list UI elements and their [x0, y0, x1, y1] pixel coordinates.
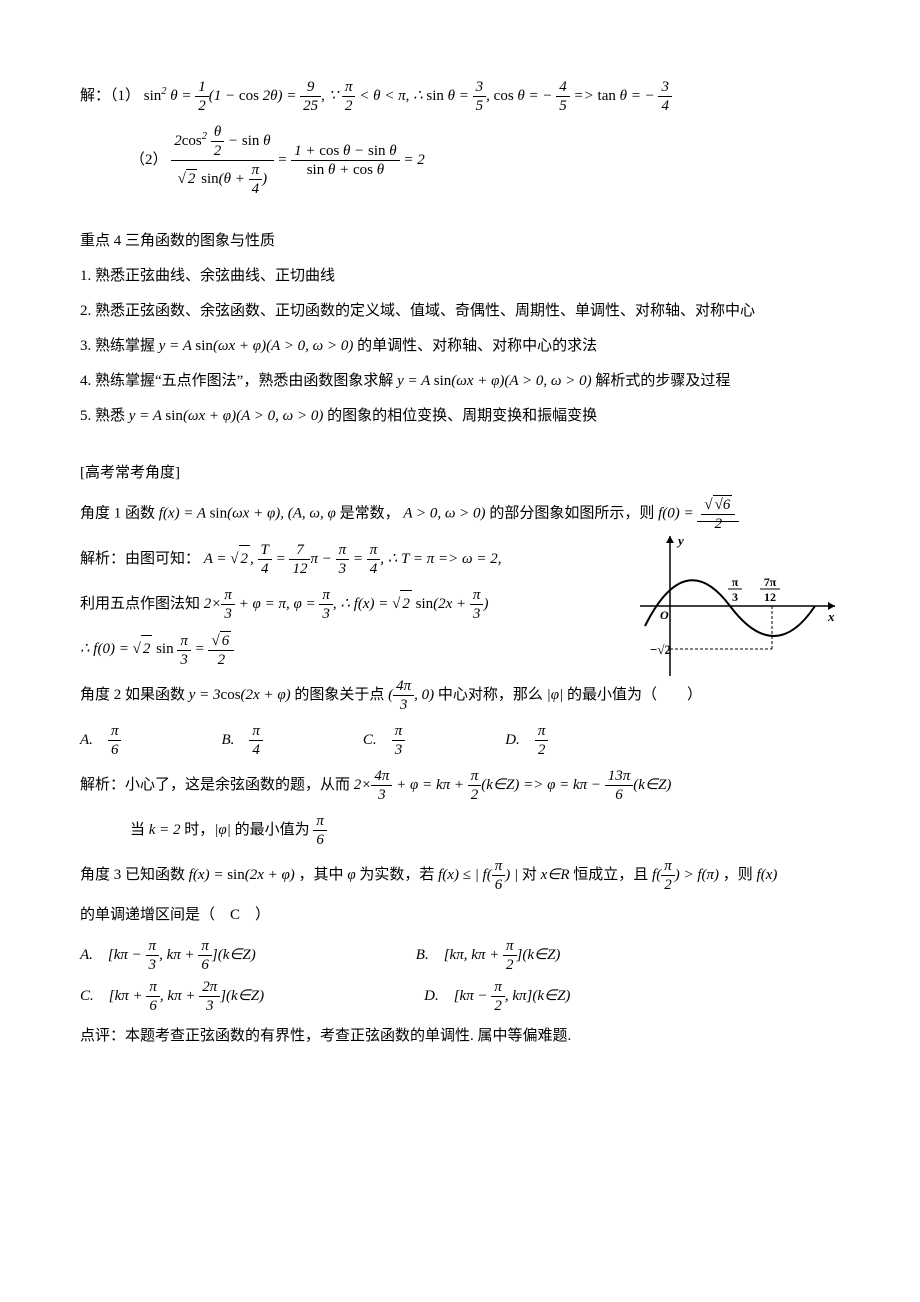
a1-math2: A > 0, ω > 0) [403, 505, 485, 521]
a2-a-label: A. [80, 732, 93, 748]
a3-choices-row2: C. [kπ + π6, kπ + 2π3](k∈Z) D. [kπ − π2,… [80, 978, 840, 1015]
p3-math: y = A sin(ωx + φ)(A > 0, ω > 0) [159, 338, 354, 354]
p5-post: 的图象的相位变换、周期变换和振幅变换 [327, 408, 597, 424]
p4-math: y = A sin(ωx + φ)(A > 0, ω > 0) [397, 373, 592, 389]
a2-sol-line2: 当 k = 2 时，|φ| 的最小值为 π6 [80, 812, 840, 849]
a3-math2: f(x) ≤ | f(π6) | [438, 867, 518, 883]
p4-pre: 4. 熟练掌握“五点作图法”，熟悉由函数图象求解 [80, 373, 397, 389]
a1-sol-math1: A = 2, T4 = 712π − π3 = π4, ∴ T = π => ω… [204, 551, 502, 567]
a1-sol-pre: 解析：由图可知： [80, 551, 200, 567]
point-4: 4. 熟练掌握“五点作图法”，熟悉由函数图象求解 y = A sin(ωx + … [80, 368, 840, 395]
sol1-prefix: 解：（1） [80, 88, 140, 104]
sol2-math: 2cos2 θ2 − sin θ 2 sin(θ + π4) = 1 + cos… [171, 152, 425, 168]
point-2: 2. 熟悉正弦函数、余弦函数、正切函数的定义域、值域、奇偶性、周期性、单调性、对… [80, 298, 840, 325]
a2-sol2-num: π [313, 812, 327, 831]
solution-2: （2） 2cos2 θ2 − sin θ 2 sin(θ + π4) = 1 +… [80, 123, 840, 198]
a3-mid3: ，则 [723, 867, 757, 883]
a2-sol2-pre: 当 [130, 822, 149, 838]
tick1-num: π [732, 575, 739, 589]
a1-ans-num: √6 [713, 495, 733, 514]
a2-point: (4π3, 0) [388, 687, 434, 703]
choice-c: C. π3 [363, 722, 405, 759]
a3-comment: 点评：本题考查正弦函数的有界性，考查正弦函数的单调性. 属中等偏难题. [80, 1023, 840, 1050]
a2-d-den: 2 [535, 741, 549, 759]
a1-mid: 是常数， [340, 505, 400, 521]
choice-d: D. [kπ − π2, kπ](k∈Z) [424, 978, 570, 1015]
a2-d-num: π [535, 722, 549, 741]
point-1: 1. 熟悉正弦曲线、余弦曲线、正切曲线 [80, 263, 840, 290]
a3-mid2: 对 x∈R 恒成立，且 [522, 867, 652, 883]
p3-pre: 3. 熟练掌握 [80, 338, 159, 354]
a2-b-num: π [249, 722, 263, 741]
x-axis-label: x [827, 609, 835, 624]
a2-math: y = 3cos(2x + φ) [189, 687, 291, 703]
a2-sol-pre: 解析：小心了，这是余弦函数的题，从而 [80, 777, 354, 793]
solution-1: 解：（1） sin2 θ = 12(1 − cos 2θ) = 925, ∵ π… [80, 78, 840, 115]
a3-choices-row1: A. [kπ − π3, kπ + π6](k∈Z) B. [kπ, kπ + … [80, 937, 840, 974]
a2-c-num: π [392, 722, 406, 741]
a2-pre: 角度 2 如果函数 [80, 687, 189, 703]
tick2-num: 7π [764, 575, 777, 589]
exam-heading: [高考常考角度] [80, 460, 840, 487]
a2-mid: 的图象关于点 [294, 687, 388, 703]
a2-c-den: 3 [392, 741, 406, 759]
a2-choices: A. π6 B. π4 C. π3 D. π2 [80, 722, 840, 759]
a1-answer: √6 2 [697, 505, 739, 522]
a2-c-label: C. [363, 732, 377, 748]
a3-mid1: ，其中 φ 为实数，若 [299, 867, 439, 883]
choice-a: A. [kπ − π3, kπ + π6](k∈Z) [80, 937, 256, 974]
a1-sol2-pre: 利用五点作图法知 [80, 596, 204, 612]
a2-post: 中心对称，那么 |φ| 的最小值为（ ） [438, 687, 702, 703]
choice-a: A. π6 [80, 722, 121, 759]
choice-b: B. π4 [221, 722, 262, 759]
min-label: −√2 [650, 642, 671, 657]
a1-sol2-math: 2×π3 + φ = π, φ = π3, ∴ f(x) = 2 sin(2x … [204, 596, 489, 612]
sol2-prefix: （2） [130, 152, 168, 168]
point-5: 5. 熟悉 y = A sin(ωx + φ)(A > 0, ω > 0) 的图… [80, 403, 840, 430]
a1-pre: 角度 1 函数 [80, 505, 159, 521]
a3-math4: f(x) [757, 867, 778, 883]
y-axis-label: y [676, 533, 684, 548]
sol1-math: sin2 θ = 12(1 − cos 2θ) = 925, ∵ π2 < θ … [144, 88, 672, 104]
p4-post: 解析式的步骤及过程 [595, 373, 730, 389]
a3-pre: 角度 3 已知函数 [80, 867, 189, 883]
choice-d: D. π2 [505, 722, 548, 759]
a3-math3: f(π2) > f(π) [652, 867, 719, 883]
angle-1-solution-block: 解析：由图可知： A = 2, T4 = 712π − π3 = π4, ∴ T… [80, 541, 840, 669]
heading-4: 重点 4 三角函数的图象与性质 [80, 228, 840, 255]
a2-sol-math: 2×4π3 + φ = kπ + π2(k∈Z) => φ = kπ − 13π… [354, 777, 672, 793]
a2-d-label: D. [505, 732, 520, 748]
a2-a-num: π [108, 722, 122, 741]
p5-pre: 5. 熟悉 [80, 408, 129, 424]
a1-post: 的部分图象如图所示，则 [489, 505, 658, 521]
a2-sol2-mid: 时，|φ| 的最小值为 [184, 822, 313, 838]
point-3: 3. 熟练掌握 y = A sin(ωx + φ)(A > 0, ω > 0) … [80, 333, 840, 360]
a2-b-label: B. [221, 732, 234, 748]
tick2-den: 12 [764, 590, 776, 604]
a3-math1: f(x) = sin(2x + φ) [189, 867, 295, 883]
origin-label: O [660, 608, 669, 622]
angle-3: 角度 3 已知函数 f(x) = sin(2x + φ) ，其中 φ 为实数，若… [80, 857, 840, 894]
tick1-den: 3 [732, 590, 738, 604]
a2-sol2-den: 6 [313, 831, 327, 849]
a3-post: 的单调递增区间是（ C ） [80, 902, 840, 929]
a1-f0: f(0) = [658, 505, 697, 521]
a2-b-den: 4 [249, 741, 263, 759]
a2-sol-line1: 解析：小心了，这是余弦函数的题，从而 2×4π3 + φ = kπ + π2(k… [80, 767, 840, 804]
a1-sol3-math: ∴ f(0) = 2 sin π3 = 62 [80, 641, 234, 657]
a1-math1: f(x) = A sin(ωx + φ), (A, ω, φ [159, 505, 336, 521]
p5-math: y = A sin(ωx + φ)(A > 0, ω > 0) [129, 408, 324, 424]
angle-1: 角度 1 函数 f(x) = A sin(ωx + φ), (A, ω, φ 是… [80, 495, 840, 533]
sine-graph: x y O π 3 7π 12 −√2 [640, 531, 840, 681]
a2-a-den: 6 [108, 741, 122, 759]
choice-c: C. [kπ + π6, kπ + 2π3](k∈Z) [80, 978, 264, 1015]
angle-2: 角度 2 如果函数 y = 3cos(2x + φ) 的图象关于点 (4π3, … [80, 677, 840, 714]
p3-post: 的单调性、对称轴、对称中心的求法 [357, 338, 597, 354]
choice-b: B. [kπ, kπ + π2](k∈Z) [416, 937, 561, 974]
a2-sol2-k: k = 2 [149, 822, 181, 838]
